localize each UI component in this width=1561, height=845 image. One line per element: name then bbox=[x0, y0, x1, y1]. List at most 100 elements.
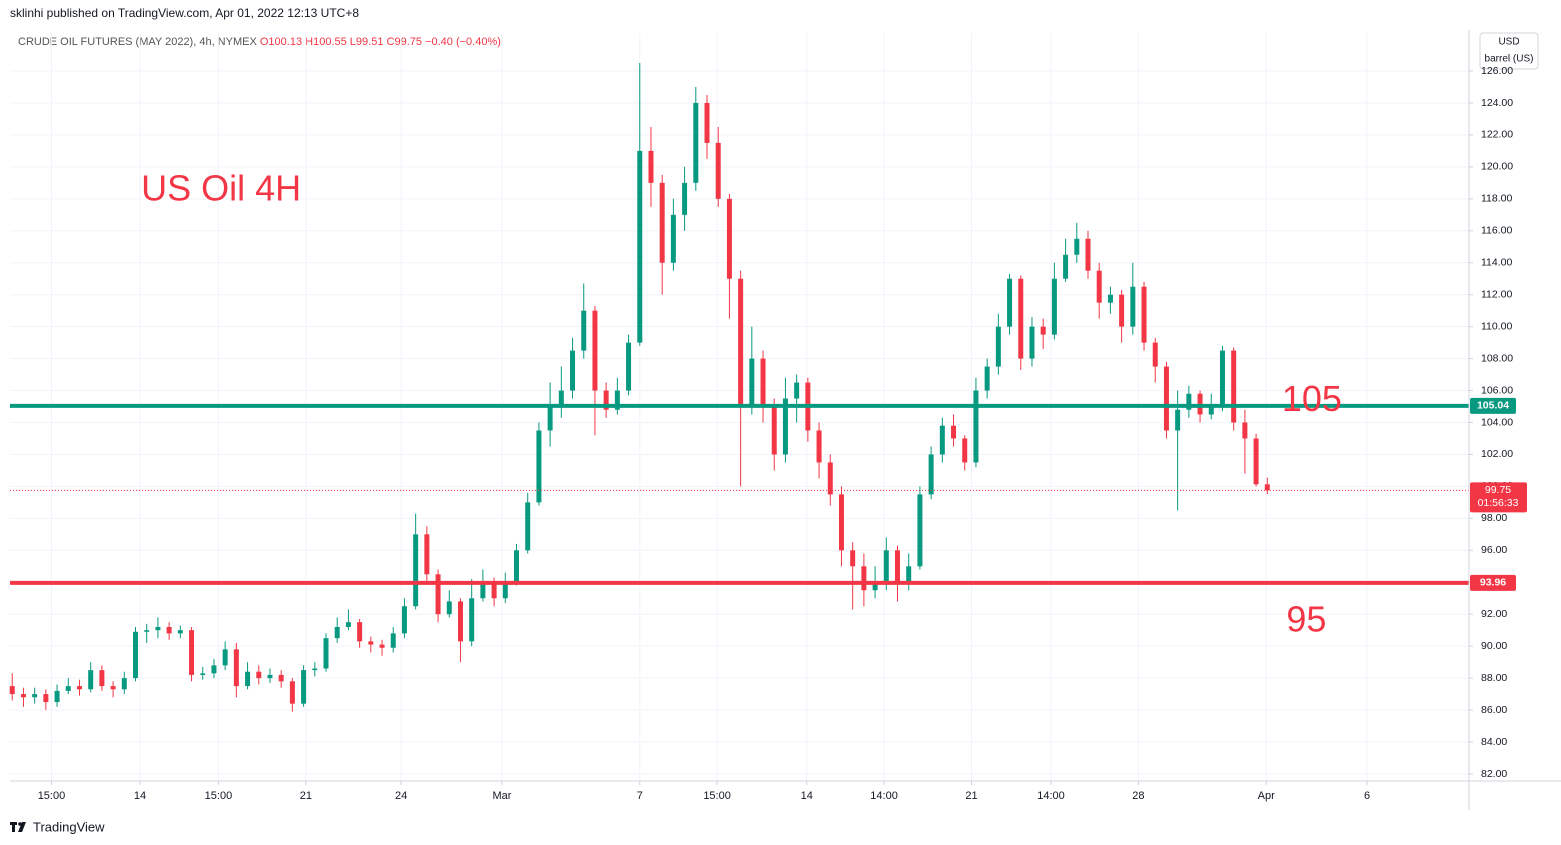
logo-slash bbox=[18, 822, 26, 832]
candle-body bbox=[883, 550, 889, 583]
y-tick-label: 90.00 bbox=[1481, 640, 1507, 652]
candle-body bbox=[962, 438, 968, 463]
candle-body bbox=[1130, 286, 1136, 327]
candle-body bbox=[334, 626, 340, 639]
candle-body bbox=[256, 671, 262, 679]
candle-body bbox=[1264, 484, 1270, 491]
candle-body bbox=[850, 550, 856, 567]
candle-body bbox=[704, 102, 710, 143]
logo bbox=[10, 822, 26, 832]
candle-body bbox=[110, 686, 116, 690]
x-tick-label: 15:00 bbox=[703, 790, 731, 802]
x-tick-label: Mar bbox=[492, 790, 511, 802]
y-tick-label: 82.00 bbox=[1481, 768, 1507, 780]
level-tag bbox=[1470, 397, 1516, 414]
candle-body bbox=[928, 454, 934, 495]
candle-body bbox=[9, 686, 15, 695]
candle-body bbox=[1018, 278, 1024, 359]
candle-body bbox=[491, 582, 497, 599]
candle-body bbox=[99, 670, 105, 687]
symbol: CRUDE OIL FUTURES (MAY 2022), 4h, NYMEX bbox=[18, 36, 257, 48]
x-tick-label: 28 bbox=[1132, 790, 1144, 802]
y-tick-label: 118.00 bbox=[1481, 193, 1512, 205]
candle-body bbox=[570, 350, 576, 391]
candle-body bbox=[211, 665, 217, 674]
candle-body bbox=[1107, 294, 1113, 303]
candle-body bbox=[939, 425, 945, 455]
countdown: 01:56:33 bbox=[1478, 497, 1519, 509]
candle-body bbox=[480, 582, 486, 599]
level-tag bbox=[1470, 574, 1516, 591]
candle-body bbox=[1029, 326, 1035, 359]
candle-body bbox=[267, 674, 273, 679]
y-tick-label: 120.00 bbox=[1481, 161, 1513, 173]
candle-body bbox=[76, 686, 82, 690]
candle-body bbox=[144, 630, 150, 632]
candle-body bbox=[659, 182, 665, 263]
candle-body bbox=[278, 674, 284, 682]
candle-body bbox=[121, 678, 127, 690]
candle-body bbox=[995, 326, 1001, 367]
candle-body bbox=[345, 622, 351, 627]
candle-body bbox=[1253, 438, 1259, 485]
candle-body bbox=[233, 649, 239, 687]
candle-body bbox=[816, 430, 822, 463]
candle-body bbox=[413, 534, 419, 607]
candle-body bbox=[357, 622, 363, 642]
candle-body bbox=[200, 673, 206, 675]
unit: barrel (US) bbox=[1485, 54, 1534, 65]
plot: US Oil 4H 105 95 bbox=[9, 33, 1469, 781]
candle-body bbox=[861, 566, 867, 591]
y-tick-label: 114.00 bbox=[1481, 257, 1512, 269]
candle-body bbox=[525, 502, 531, 551]
candle-body bbox=[469, 598, 475, 642]
candle-body bbox=[1152, 342, 1158, 367]
candle-body bbox=[1208, 406, 1214, 415]
legend: CRUDE OIL FUTURES (MAY 2022), 4h, NYMEX … bbox=[18, 36, 501, 48]
brand: TradingView bbox=[33, 819, 105, 834]
y-tick-label: 122.00 bbox=[1481, 129, 1513, 141]
candle-body bbox=[973, 390, 979, 463]
y-tick-label: 88.00 bbox=[1481, 672, 1507, 684]
candle-body bbox=[794, 382, 800, 399]
y-tick-label: 86.00 bbox=[1481, 704, 1507, 716]
candle-body bbox=[424, 534, 430, 575]
candle-body bbox=[1141, 286, 1147, 343]
ohlc-open: O100.13 bbox=[260, 36, 302, 48]
candle-body bbox=[1119, 294, 1125, 327]
level-label: 93.96 bbox=[1480, 577, 1506, 589]
candle-body bbox=[771, 406, 777, 455]
y-tick-label: 84.00 bbox=[1481, 736, 1507, 748]
x-tick-label: 15:00 bbox=[205, 790, 233, 802]
candle-body bbox=[32, 694, 38, 698]
candle-body bbox=[558, 390, 564, 407]
candle-body bbox=[895, 550, 901, 583]
candle-body bbox=[603, 390, 609, 410]
y-tick-label: 108.00 bbox=[1481, 352, 1513, 364]
candle-body bbox=[312, 668, 318, 671]
y-tick-label: 106.00 bbox=[1481, 384, 1513, 396]
candle-body bbox=[738, 278, 744, 407]
byline: sklinhi published on TradingView.com, Ap… bbox=[10, 6, 359, 20]
candle-body bbox=[1040, 326, 1046, 335]
candle-body bbox=[177, 630, 183, 634]
y-tick-label: 124.00 bbox=[1481, 97, 1513, 109]
candle-body bbox=[760, 358, 766, 407]
y-tick-label: 126.00 bbox=[1481, 65, 1513, 77]
annotation: US Oil 4H bbox=[141, 167, 301, 208]
x-tick-label: 15:00 bbox=[38, 790, 66, 802]
candle-body bbox=[1085, 238, 1091, 271]
candle-body bbox=[614, 390, 620, 410]
candle-body bbox=[457, 601, 463, 642]
y-tick-label: 112.00 bbox=[1481, 288, 1512, 300]
candle-body bbox=[693, 102, 699, 183]
candle-body bbox=[1096, 270, 1102, 303]
candle-body bbox=[323, 638, 329, 669]
ohlc-high: H100.55 bbox=[305, 36, 347, 48]
candle-body bbox=[368, 641, 374, 645]
x-tick-label: 14 bbox=[801, 790, 813, 802]
x-tick-label: 7 bbox=[637, 790, 643, 802]
unit-box[interactable] bbox=[1479, 32, 1539, 70]
candle-body bbox=[390, 633, 396, 648]
